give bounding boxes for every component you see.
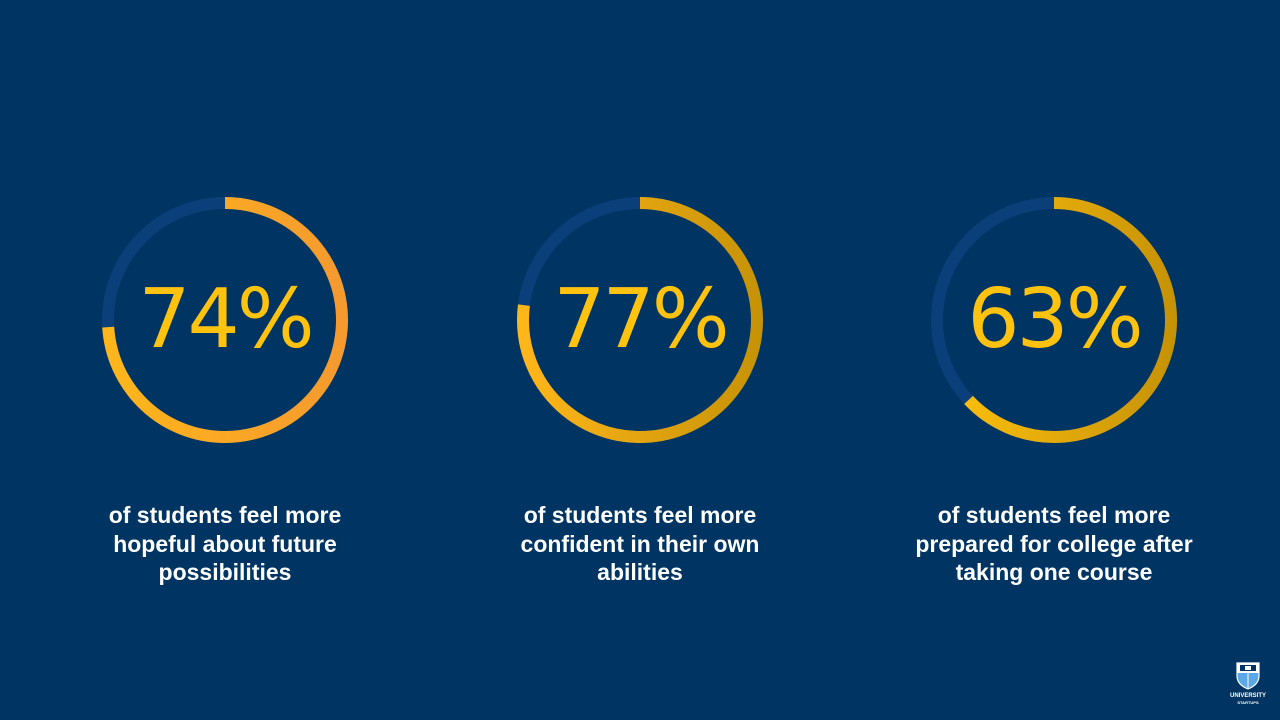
donut-progress-arc xyxy=(931,197,1177,443)
stat-caption: of students feel more hopeful about futu… xyxy=(108,502,342,585)
stat-confident: 77% of students feel more confident in t… xyxy=(500,195,780,635)
percent-value: 77% xyxy=(553,272,729,367)
logo-name: UNIVERSITY xyxy=(1229,693,1266,699)
percent-value: 63% xyxy=(967,272,1143,367)
stat-hopeful: 74% of students feel more hopeful about … xyxy=(85,195,365,635)
donut-svg xyxy=(102,197,348,443)
donut-progress-arc xyxy=(102,197,348,443)
stat-prepared: 63% of students feel more prepared for c… xyxy=(914,195,1194,635)
donut-progress-arc xyxy=(517,197,763,443)
logo-subname: STARTUPS xyxy=(1237,700,1259,705)
university-startups-logo: UNIVERSITY STARTUPS xyxy=(1226,662,1270,712)
stat-caption: of students feel more confident in their… xyxy=(520,502,760,585)
donut-chart: 77% xyxy=(515,195,765,445)
donut-chart: 63% xyxy=(929,195,1179,445)
donut-svg xyxy=(931,197,1177,443)
shield-icon xyxy=(1236,662,1260,690)
logo-wordmark: UNIVERSITY STARTUPS xyxy=(1226,693,1270,705)
donut-svg xyxy=(517,197,763,443)
stat-caption: of students feel more prepared for colle… xyxy=(915,502,1193,585)
percent-value: 74% xyxy=(138,272,314,367)
donut-chart: 74% xyxy=(100,195,350,445)
